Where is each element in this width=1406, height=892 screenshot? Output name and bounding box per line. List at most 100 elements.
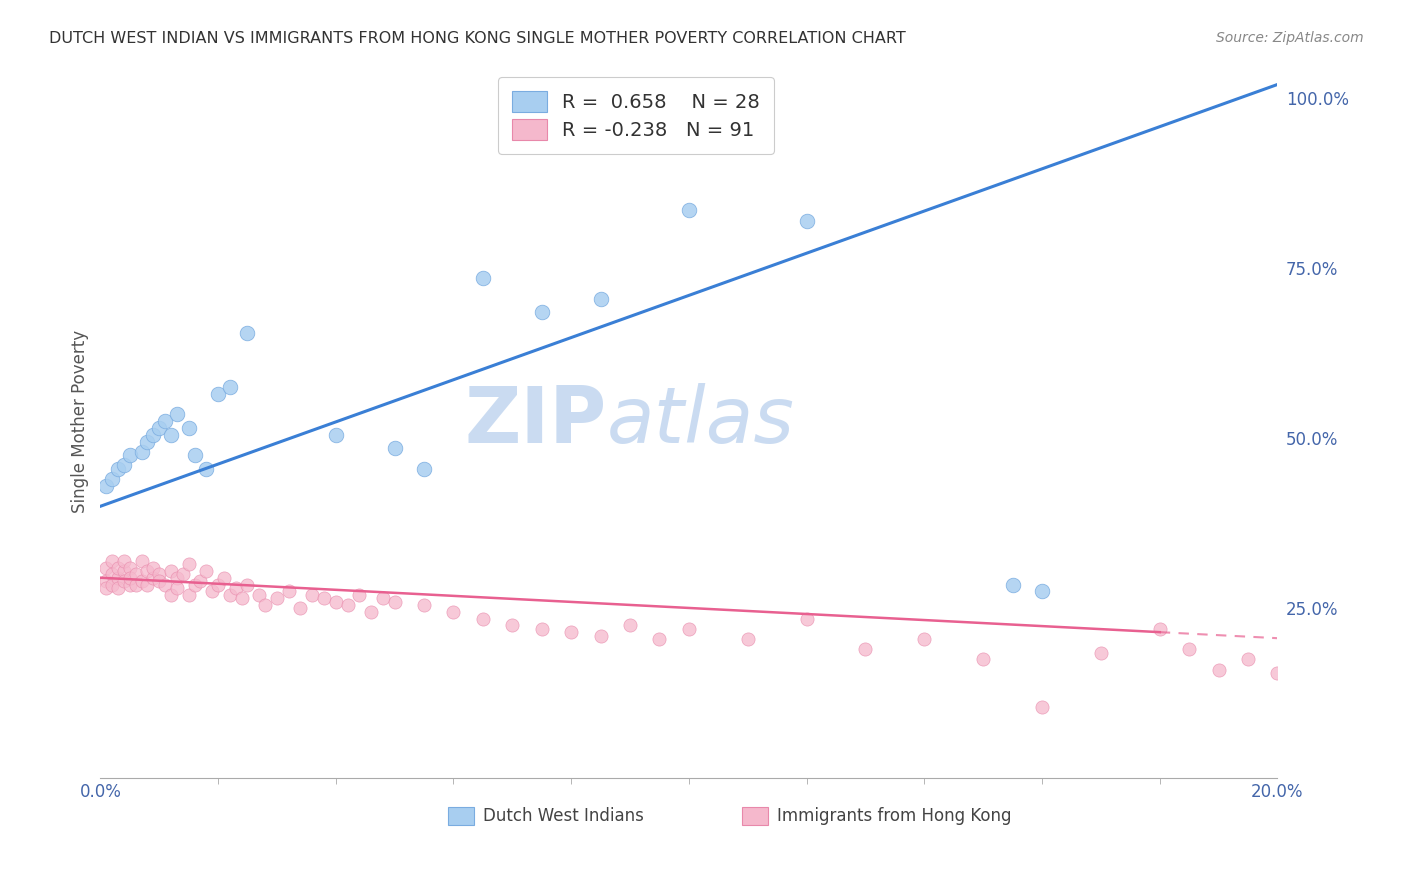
Point	[266, 591, 288, 606]
Point	[177, 421, 200, 435]
Point	[912, 632, 935, 646]
Point	[325, 594, 347, 608]
Point	[101, 554, 124, 568]
Point	[153, 577, 176, 591]
Point	[148, 574, 170, 588]
Point	[360, 605, 382, 619]
Point	[112, 458, 135, 473]
Point	[148, 421, 170, 435]
Point	[136, 434, 159, 449]
Point	[118, 577, 141, 591]
Point	[96, 560, 118, 574]
Text: ZIP: ZIP	[464, 384, 606, 459]
Point	[195, 564, 218, 578]
Point	[1090, 646, 1112, 660]
Point	[648, 632, 671, 646]
Point	[972, 652, 994, 666]
Point	[136, 564, 159, 578]
Point	[124, 567, 146, 582]
Point	[207, 577, 229, 591]
Point	[96, 574, 118, 588]
Point	[1324, 665, 1347, 680]
FancyBboxPatch shape	[447, 807, 474, 825]
Point	[678, 622, 700, 636]
Text: Immigrants from Hong Kong: Immigrants from Hong Kong	[778, 807, 1012, 825]
Point	[177, 588, 200, 602]
Point	[107, 581, 129, 595]
Point	[589, 628, 612, 642]
Point	[619, 618, 641, 632]
Point	[413, 462, 436, 476]
Point	[177, 557, 200, 571]
Point	[1149, 622, 1171, 636]
Legend: R =  0.658    N = 28, R = -0.238   N = 91: R = 0.658 N = 28, R = -0.238 N = 91	[498, 78, 773, 153]
Point	[118, 448, 141, 462]
Point	[384, 442, 406, 456]
Point	[131, 554, 153, 568]
Point	[312, 591, 335, 606]
Point	[236, 577, 259, 591]
Point	[218, 588, 240, 602]
Point	[737, 632, 759, 646]
Point	[471, 611, 494, 625]
Point	[349, 588, 371, 602]
Point	[290, 601, 312, 615]
Point	[301, 588, 323, 602]
Point	[118, 571, 141, 585]
Point	[336, 598, 359, 612]
Point	[118, 560, 141, 574]
Point	[1178, 642, 1201, 657]
Point	[195, 462, 218, 476]
Point	[443, 605, 465, 619]
Point	[325, 427, 347, 442]
Point	[166, 581, 188, 595]
Point	[231, 591, 253, 606]
Point	[1384, 673, 1406, 687]
Point	[107, 560, 129, 574]
Point	[131, 574, 153, 588]
Text: Dutch West Indians: Dutch West Indians	[482, 807, 644, 825]
Point	[1001, 577, 1024, 591]
Point	[96, 581, 118, 595]
Point	[1237, 652, 1260, 666]
Point	[413, 598, 436, 612]
Point	[166, 571, 188, 585]
Point	[247, 588, 270, 602]
Point	[131, 445, 153, 459]
Point	[207, 387, 229, 401]
Point	[160, 564, 183, 578]
Point	[1208, 663, 1230, 677]
FancyBboxPatch shape	[742, 807, 768, 825]
Point	[201, 584, 224, 599]
Point	[530, 305, 553, 319]
Point	[236, 326, 259, 340]
Point	[384, 594, 406, 608]
Point	[501, 618, 523, 632]
Point	[471, 271, 494, 285]
Point	[142, 571, 165, 585]
Text: DUTCH WEST INDIAN VS IMMIGRANTS FROM HONG KONG SINGLE MOTHER POVERTY CORRELATION: DUTCH WEST INDIAN VS IMMIGRANTS FROM HON…	[49, 31, 905, 46]
Point	[190, 574, 212, 588]
Point	[855, 642, 877, 657]
Text: atlas: atlas	[606, 384, 794, 459]
Point	[212, 571, 235, 585]
Point	[101, 567, 124, 582]
Point	[107, 571, 129, 585]
Text: Source: ZipAtlas.com: Source: ZipAtlas.com	[1216, 31, 1364, 45]
Point	[254, 598, 277, 612]
Y-axis label: Single Mother Poverty: Single Mother Poverty	[72, 330, 89, 513]
Point	[142, 560, 165, 574]
Point	[218, 380, 240, 394]
Point	[107, 462, 129, 476]
Point	[160, 588, 183, 602]
Point	[371, 591, 394, 606]
Point	[560, 625, 582, 640]
Point	[166, 408, 188, 422]
Point	[112, 564, 135, 578]
Point	[101, 577, 124, 591]
Point	[678, 203, 700, 218]
Point	[1031, 584, 1053, 599]
Point	[796, 611, 818, 625]
Point	[1267, 665, 1289, 680]
Point	[183, 577, 205, 591]
